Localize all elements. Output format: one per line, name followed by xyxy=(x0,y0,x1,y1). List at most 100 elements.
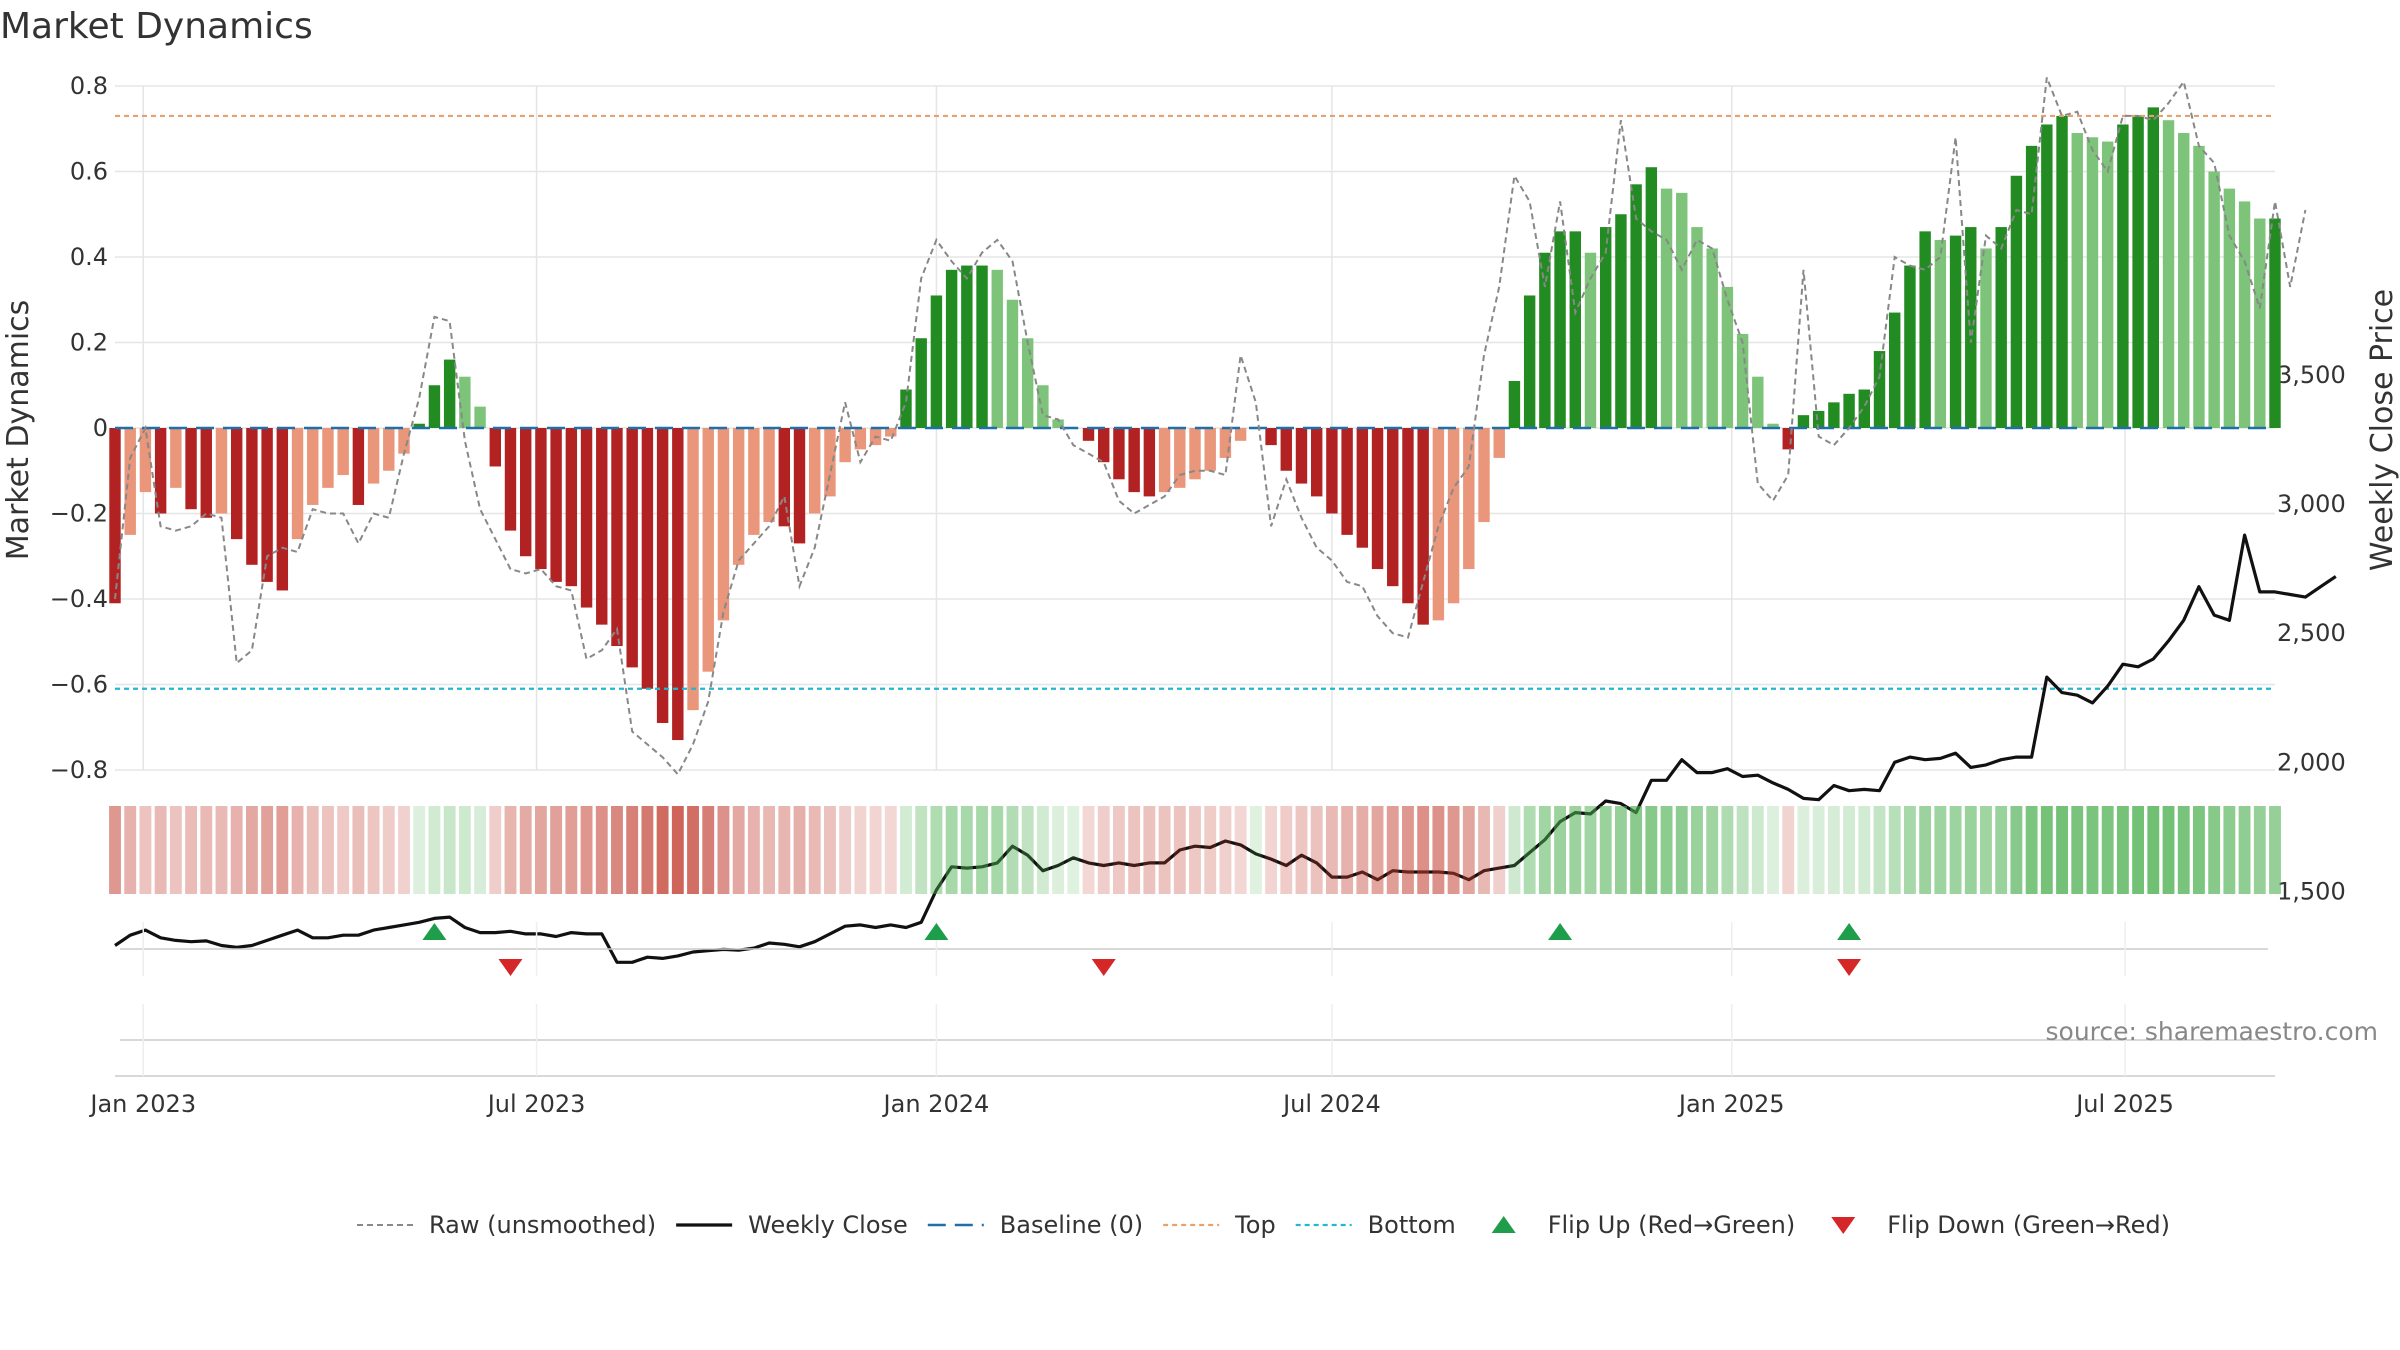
strip-cell xyxy=(1113,806,1125,894)
bar xyxy=(945,269,958,428)
y2-tick-label: 1,500 xyxy=(2277,877,2346,905)
bar xyxy=(976,265,988,428)
bar xyxy=(854,428,867,450)
strip-cell xyxy=(580,806,593,894)
strip-cell xyxy=(1143,806,1156,894)
strip-cell xyxy=(595,806,608,894)
strip-cell xyxy=(915,806,928,894)
strip-cell xyxy=(900,806,912,894)
bar xyxy=(824,428,836,497)
bar xyxy=(550,428,562,582)
bar xyxy=(1812,410,1825,428)
bar xyxy=(398,428,410,454)
bar xyxy=(1523,295,1536,428)
strip-cell xyxy=(732,806,745,894)
strip-cell xyxy=(261,806,274,894)
strip-cell xyxy=(337,806,350,894)
bar xyxy=(1356,428,1369,548)
y-tick-label: 0 xyxy=(93,414,108,442)
strip-cell xyxy=(2101,806,2114,894)
bar xyxy=(1980,248,1992,428)
bar xyxy=(124,428,136,535)
strip-cell xyxy=(1919,806,1932,894)
strip-cell xyxy=(1402,806,1414,894)
legend-item: Raw (unsmoothed) xyxy=(357,1211,656,1239)
bar xyxy=(961,265,973,428)
strip-cell xyxy=(1508,806,1521,894)
bar xyxy=(139,428,152,493)
bar xyxy=(793,428,806,544)
strip-cell xyxy=(1782,806,1795,894)
strip-cell xyxy=(550,806,563,894)
strip-cell xyxy=(2071,806,2084,894)
strip-cell xyxy=(1980,806,1992,894)
strip-cell xyxy=(1569,806,1582,894)
strip-cell xyxy=(398,806,410,894)
flip-down-marker xyxy=(1091,959,1116,976)
bar xyxy=(2162,120,2175,428)
strip-cell xyxy=(626,806,639,894)
bar xyxy=(1615,214,1627,428)
strip-cell xyxy=(1478,806,1490,894)
strip-cell xyxy=(1599,806,1612,894)
y-tick-label: 0.2 xyxy=(70,329,108,357)
y-axis-label: Market Dynamics xyxy=(1,300,36,561)
strip-cell xyxy=(1812,806,1825,894)
strip-cell xyxy=(1995,806,2008,894)
legend-label: Raw (unsmoothed) xyxy=(429,1211,656,1239)
bar xyxy=(1934,239,1947,428)
x-tick-label: Jul 2024 xyxy=(1281,1090,1381,1118)
bar xyxy=(1554,231,1566,428)
x-tick-label: Jul 2023 xyxy=(486,1090,586,1118)
strip-cell xyxy=(1630,806,1643,894)
x-tick-label: Jan 2023 xyxy=(88,1090,196,1118)
bar xyxy=(1904,265,1916,428)
strip-cell xyxy=(489,806,502,894)
strip-cell xyxy=(930,806,943,894)
bar xyxy=(459,376,471,428)
bar xyxy=(991,269,1003,428)
strip-cell xyxy=(443,806,456,894)
bar xyxy=(1143,428,1156,497)
bar xyxy=(915,338,927,428)
source-text: source: sharemaestro.com xyxy=(2046,1017,2379,1046)
bar xyxy=(170,428,182,488)
bar xyxy=(1158,428,1171,493)
strip-cell xyxy=(1751,806,1764,894)
strip-cell xyxy=(1903,806,1916,894)
lower-panel xyxy=(115,1004,2275,1077)
flip-markers-panel xyxy=(120,922,2268,976)
bar xyxy=(185,428,197,510)
y2-axis-ticks: 1,500 2,000 2,500 3,000 3,500 xyxy=(2277,361,2346,905)
y2-tick-label: 3,000 xyxy=(2277,490,2346,518)
strip-cell xyxy=(1447,806,1460,894)
strip-cell xyxy=(534,806,547,894)
strip-cell xyxy=(1097,806,1110,894)
strip-cell xyxy=(1082,806,1095,894)
strip-cell xyxy=(1006,806,1019,894)
bar xyxy=(1676,192,1688,428)
bar xyxy=(1447,428,1460,604)
strip-cell xyxy=(702,806,715,894)
bar xyxy=(1539,252,1551,428)
strip-cell xyxy=(641,806,654,894)
legend-swatch xyxy=(1491,1216,1516,1233)
strip-cell xyxy=(839,806,852,894)
strip-cell xyxy=(1021,806,1034,894)
strip-cell xyxy=(413,806,426,894)
strip-cell xyxy=(276,806,289,894)
flip-up-marker xyxy=(1548,923,1573,940)
bar xyxy=(154,428,167,514)
close-line xyxy=(114,533,2337,964)
bar xyxy=(1873,351,1886,428)
bar xyxy=(626,428,638,668)
strip-cell xyxy=(1341,806,1354,894)
strip-cell xyxy=(306,806,319,894)
legend-label: Weekly Close xyxy=(748,1211,908,1239)
strip-cell xyxy=(1249,806,1262,894)
bar xyxy=(1645,167,1658,428)
strip-cell xyxy=(1827,806,1840,894)
legend-item: Weekly Close xyxy=(676,1211,908,1239)
bar xyxy=(732,428,745,565)
